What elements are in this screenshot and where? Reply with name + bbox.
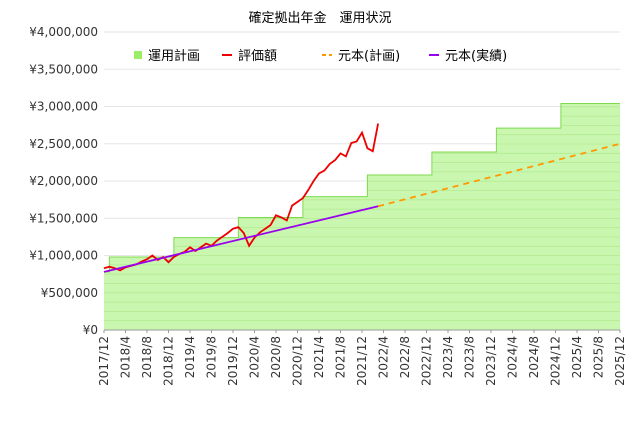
axes: ¥0 ¥500,000 ¥1,000,000 ¥1,500,000 ¥2,000,000… [29,25,627,386]
x-tick-label: 2025/4 [570,336,584,378]
x-tick-label: 2017/12 [97,336,111,386]
legend-item: 元本(計画) [322,48,400,64]
x-tick-label: 2025/8 [592,336,606,378]
x-tick-label: 2020/8 [269,336,283,378]
x-tick-label: 2023/12 [484,336,498,386]
x-tick-label: 2019/4 [183,336,197,378]
legend-item: 評価額 [222,49,277,64]
legend: 運用計画 評価額 元本(計画) 元本(実績) [134,48,507,64]
x-tick-label: 2025/12 [613,336,627,386]
x-tick-label: 2019/12 [226,336,240,386]
chart-title: 確定拠出年金 運用状況 [248,10,391,26]
x-tick-label: 2018/8 [140,336,154,378]
x-tick-label: 2022/8 [398,336,412,378]
x-tick-label: 2019/8 [205,336,219,378]
legend-label: 評価額 [238,49,277,64]
x-tick-label: 2020/4 [248,336,262,378]
legend-label: 元本(実績) [445,48,507,64]
legend-swatch [134,51,142,59]
x-tick-label: 2021/12 [355,336,369,386]
x-tick-label: 2023/8 [463,336,477,378]
x-tick-label: 2022/4 [377,336,391,378]
x-tick-label: 2023/4 [441,336,455,378]
y-tick-label: ¥3,000,000 [29,100,98,114]
y-tick-label: ¥1,000,000 [29,249,98,263]
y-tick-label: ¥2,000,000 [29,174,98,188]
x-tick-label: 2022/12 [420,336,434,386]
y-tick-label: ¥500,000 [41,286,98,300]
series-line [377,142,621,208]
series-area-plan [104,103,620,331]
x-tick-label: 2024/8 [527,336,541,378]
legend-label: 運用計画 [148,48,200,64]
x-tick-label: 2018/4 [119,336,133,378]
x-tick-label: 2024/4 [506,336,520,378]
series-line [103,205,379,273]
y-tick-label: ¥0 [83,323,98,337]
y-tick-label: ¥4,000,000 [29,25,98,39]
series-line [103,123,379,272]
y-tick-label: ¥2,500,000 [29,137,98,151]
legend-item: 運用計画 [134,48,200,64]
x-tick-label: 2024/12 [549,336,563,386]
legend-label: 元本(計画) [338,48,400,64]
legend-item: 元本(実績) [429,48,507,64]
x-tick-label: 2020/12 [291,336,305,386]
x-tick-label: 2021/8 [334,336,348,378]
y-tick-label: ¥3,500,000 [29,62,98,76]
x-tick-label: 2018/12 [162,336,176,386]
y-tick-label: ¥1,500,000 [29,211,98,225]
x-tick-label: 2021/4 [312,336,326,378]
